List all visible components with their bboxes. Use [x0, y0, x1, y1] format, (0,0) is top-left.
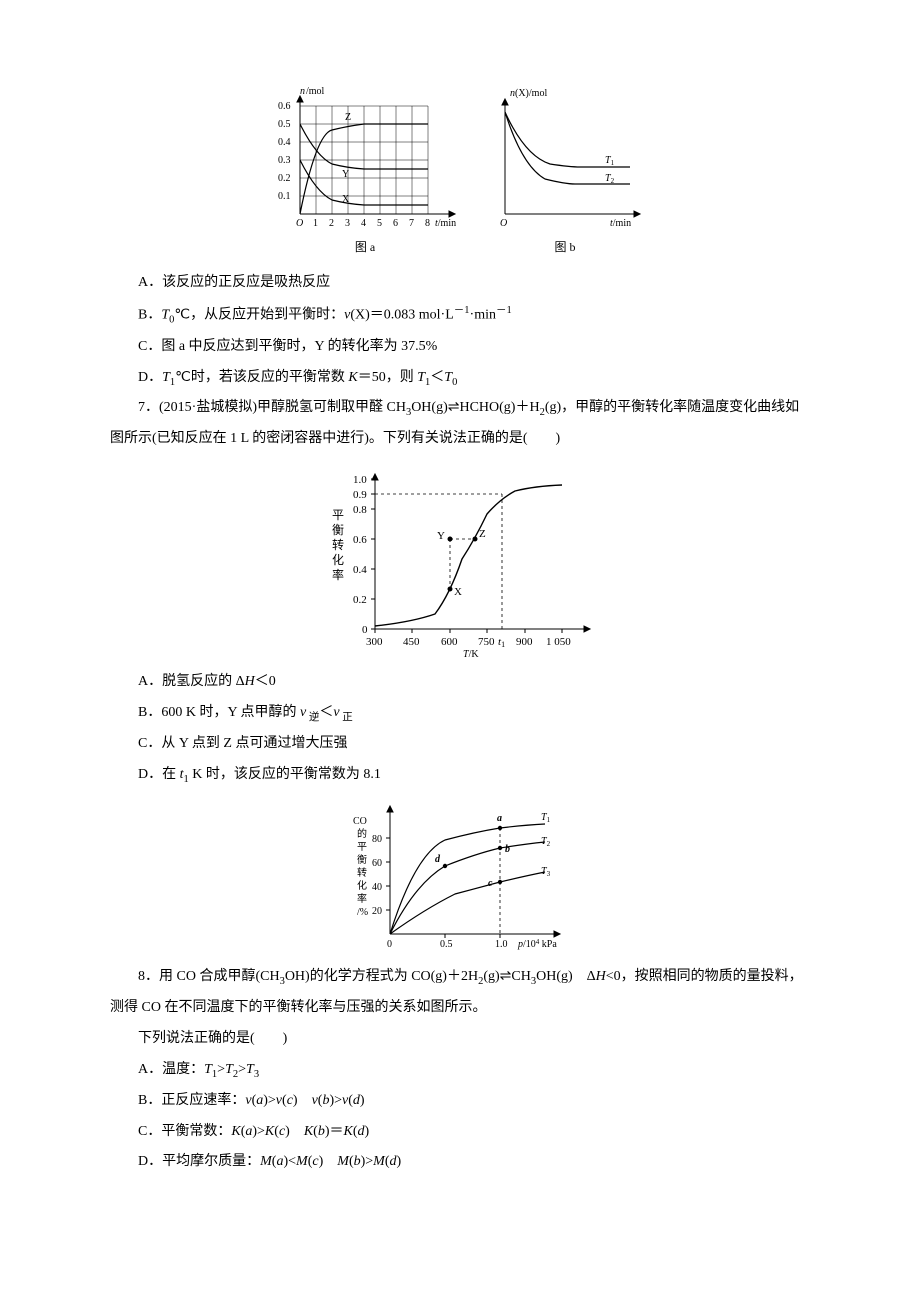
figure-b-wrap: n(X)/mol T1 T2 O t/min 图 b	[480, 84, 650, 260]
q8-option-d: D．平均摩尔质量：M(a)<M(c) M(b)>M(d)	[110, 1147, 810, 1178]
svg-text:0.2: 0.2	[353, 594, 367, 606]
svg-text:化: 化	[357, 879, 367, 892]
svg-text:X: X	[454, 586, 462, 598]
svg-text:1.0: 1.0	[495, 939, 508, 950]
figure-b: n(X)/mol T1 T2 O t/min	[480, 84, 650, 234]
svg-text:O: O	[500, 218, 507, 229]
q8-intro: 8．用 CO 合成甲醇(CH3OH)的化学方程式为 CO(g)＋2H2(g)⇌C…	[110, 962, 810, 1024]
svg-text:d: d	[435, 854, 441, 865]
svg-text:的: 的	[357, 827, 367, 840]
svg-text:Y: Y	[342, 169, 349, 180]
figure-a-wrap: n/mol	[270, 84, 460, 260]
svg-text:40: 40	[372, 882, 382, 893]
svg-text:t/min: t/min	[610, 218, 631, 229]
svg-text:转: 转	[357, 866, 367, 879]
q8-option-a: A．温度：T1>T2>T3	[110, 1055, 810, 1086]
svg-text:/%: /%	[357, 907, 368, 918]
svg-text:450: 450	[403, 636, 420, 648]
figure-b-caption: 图 b	[480, 234, 650, 260]
q6-option-b: B．T0℃，从反应开始到平衡时：v(X)＝0.083 mol·L－1·min－1	[110, 299, 810, 332]
svg-text:0.9: 0.9	[353, 489, 367, 501]
q8-stem: 下列说法正确的是( )	[110, 1024, 810, 1055]
svg-text:0.5: 0.5	[440, 939, 453, 950]
svg-text:n: n	[300, 86, 305, 97]
svg-text:5: 5	[377, 218, 382, 229]
q7-option-d: D．在 t1 K 时，该反应的平衡常数为 8.1	[110, 760, 810, 791]
svg-text:3: 3	[345, 218, 350, 229]
q6-option-c: C．图 a 中反应达到平衡时，Y 的转化率为 37.5%	[110, 332, 810, 363]
svg-text:/mol: /mol	[306, 86, 325, 97]
svg-text:率: 率	[332, 567, 344, 582]
svg-text:Z: Z	[345, 112, 351, 123]
svg-text:化: 化	[332, 553, 344, 567]
svg-text:CO: CO	[353, 816, 367, 827]
svg-text:T3: T3	[541, 866, 551, 878]
q6-option-d: D．T1℃时，若该反应的平衡常数 K＝50，则 T1＜T0	[110, 363, 810, 394]
svg-text:1.0: 1.0	[353, 474, 367, 486]
svg-text:4: 4	[361, 218, 366, 229]
svg-text:T/K: T/K	[463, 649, 479, 659]
svg-text:平: 平	[357, 842, 367, 853]
svg-text:0.1: 0.1	[278, 191, 291, 202]
svg-text:b: b	[505, 844, 510, 855]
figure-c-wrap: 0 0.2 0.4 0.6 0.8 0.9 1.0 平 衡 转 化 率 300	[110, 459, 810, 659]
q7-option-c: C．从 Y 点到 Z 点可通过增大压强	[110, 729, 810, 760]
q8-option-c: C．平衡常数：K(a)>K(c) K(b)＝K(d)	[110, 1117, 810, 1148]
svg-text:X: X	[342, 194, 350, 205]
svg-text:T2: T2	[541, 836, 551, 848]
q7-option-b: B．600 K 时，Y 点甲醇的 v 逆＜v 正	[110, 698, 810, 729]
svg-text:600: 600	[441, 636, 458, 648]
svg-text:转: 转	[332, 537, 344, 552]
svg-text:0: 0	[362, 624, 368, 636]
svg-text:t/min: t/min	[435, 218, 456, 229]
svg-text:7: 7	[409, 218, 414, 229]
figure-d-wrap: CO 的 平 衡 转 化 率 /% 20 40 60 80 0 0.5	[110, 794, 810, 954]
figure-a: n/mol	[270, 84, 460, 234]
svg-text:0.3: 0.3	[278, 155, 291, 166]
svg-text:6: 6	[393, 218, 398, 229]
svg-text:T2: T2	[605, 173, 615, 185]
svg-text:Z: Z	[479, 528, 486, 540]
svg-text:衡: 衡	[332, 523, 344, 537]
svg-text:750: 750	[478, 636, 495, 648]
svg-text:a: a	[497, 813, 502, 824]
figure-row-ab: n/mol	[110, 84, 810, 260]
svg-text:Y: Y	[437, 530, 445, 542]
svg-text:0.5: 0.5	[278, 119, 291, 130]
figure-d: CO 的 平 衡 转 化 率 /% 20 40 60 80 0 0.5	[345, 794, 575, 954]
svg-text:0.4: 0.4	[278, 137, 291, 148]
svg-text:80: 80	[372, 834, 382, 845]
svg-text:0.6: 0.6	[353, 534, 367, 546]
svg-text:1: 1	[313, 218, 318, 229]
svg-text:0.8: 0.8	[353, 504, 367, 516]
svg-text:T1: T1	[541, 812, 551, 824]
svg-text:300: 300	[366, 636, 383, 648]
svg-text:t1: t1	[498, 636, 505, 649]
svg-text:衡: 衡	[357, 854, 367, 866]
svg-text:20: 20	[372, 906, 382, 917]
q7-option-a: A．脱氢反应的 ΔH＜0	[110, 667, 810, 698]
q6-option-a: A．该反应的正反应是吸热反应	[110, 268, 810, 299]
svg-text:c: c	[488, 878, 493, 889]
svg-text:0.2: 0.2	[278, 173, 291, 184]
svg-text:T1: T1	[605, 155, 615, 167]
svg-text:0.4: 0.4	[353, 564, 367, 576]
svg-text:8: 8	[425, 218, 430, 229]
svg-text:O: O	[296, 218, 303, 229]
svg-text:p/104 kPa: p/104 kPa	[517, 938, 557, 950]
svg-text:平: 平	[332, 508, 344, 522]
figure-a-caption: 图 a	[270, 234, 460, 260]
q8-option-b: B．正反应速率：v(a)>v(c) v(b)>v(d)	[110, 1086, 810, 1117]
svg-text:2: 2	[329, 218, 334, 229]
svg-text:0: 0	[387, 939, 392, 950]
q7-intro: 7．(2015·盐城模拟)甲醇脱氢可制取甲醛 CH3OH(g)⇌HCHO(g)＋…	[110, 393, 810, 455]
svg-text:1 050: 1 050	[546, 636, 571, 648]
svg-text:n(X)/mol: n(X)/mol	[510, 88, 547, 99]
svg-text:率: 率	[357, 892, 367, 905]
svg-text:60: 60	[372, 858, 382, 869]
svg-text:0.6: 0.6	[278, 101, 291, 112]
figure-c: 0 0.2 0.4 0.6 0.8 0.9 1.0 平 衡 转 化 率 300	[320, 459, 600, 659]
svg-text:900: 900	[516, 636, 533, 648]
